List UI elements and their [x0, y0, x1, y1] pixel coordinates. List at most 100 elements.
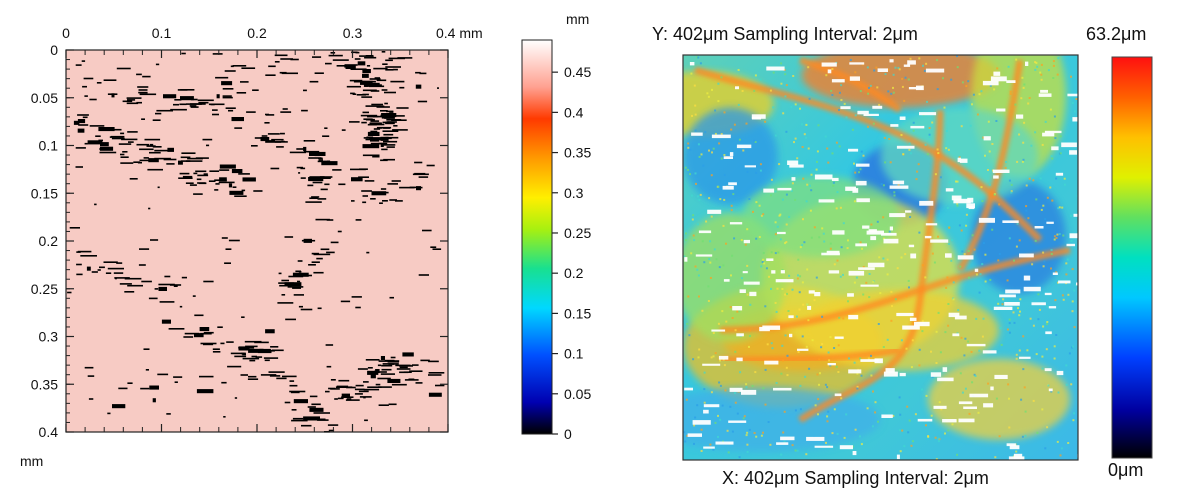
right-speckle	[903, 445, 906, 448]
right-dropout-mark	[889, 226, 893, 231]
right-speckle	[798, 308, 801, 311]
left-dropout-mark	[241, 316, 245, 318]
left-dropout-mark	[354, 393, 363, 395]
right-speckle	[790, 105, 793, 108]
right-speckle	[882, 346, 885, 348]
right-dropout-mark	[937, 377, 954, 382]
right-dropout-mark	[1072, 117, 1078, 122]
right-speckle	[685, 232, 687, 235]
right-speckle	[694, 129, 697, 132]
right-speckle	[806, 183, 809, 186]
right-speckle	[934, 436, 937, 439]
right-speckle	[890, 319, 893, 322]
right-dropout-mark	[994, 374, 1008, 379]
left-dropout-mark	[411, 364, 419, 366]
right-dropout-mark	[787, 160, 799, 165]
right-speckle	[1016, 160, 1019, 163]
right-speckle	[717, 435, 719, 438]
left-dropout-mark	[249, 359, 256, 362]
left-dropout-mark	[278, 272, 282, 275]
right-dropout-mark	[1038, 93, 1052, 97]
right-dropout-mark	[930, 372, 942, 377]
right-speckle	[869, 84, 872, 87]
right-speckle	[956, 453, 959, 456]
left-dropout-mark	[378, 404, 389, 406]
right-speckle	[836, 191, 839, 194]
left-dropout-mark	[119, 283, 132, 285]
left-dropout-mark	[114, 277, 117, 280]
left-dropout-mark	[166, 413, 171, 415]
right-speckle	[729, 405, 732, 408]
left-dropout-mark	[137, 86, 149, 88]
right-speckle	[957, 309, 960, 312]
left-dropout-mark	[264, 122, 270, 124]
left-dropout-mark	[386, 119, 402, 121]
right-speckle	[948, 226, 951, 229]
left-dropout-mark	[173, 376, 183, 378]
right-speckle	[832, 184, 835, 187]
left-dropout-mark	[75, 147, 86, 149]
right-speckle	[1043, 260, 1046, 263]
left-dropout-mark	[373, 67, 388, 70]
left-dropout-mark	[418, 274, 429, 276]
left-dropout-mark	[358, 390, 369, 393]
left-dropout-mark	[178, 160, 183, 165]
left-dropout-mark	[351, 296, 362, 298]
right-speckle	[922, 64, 924, 67]
left-dropout-mark	[98, 127, 115, 132]
right-speckle	[899, 450, 902, 453]
right-speckle	[982, 242, 985, 245]
left-dropout-mark	[76, 273, 83, 276]
right-speckle	[745, 386, 748, 389]
right-speckle	[1013, 321, 1016, 324]
right-dropout-mark	[892, 180, 905, 185]
left-dropout-mark	[248, 348, 264, 353]
left-dropout-mark	[114, 277, 130, 279]
left-dropout-mark	[365, 55, 373, 57]
left-dropout-mark	[362, 73, 369, 78]
left-dropout-mark	[120, 162, 134, 164]
left-dropout-mark	[107, 267, 124, 270]
left-dropout-mark	[185, 182, 194, 184]
right-speckle	[790, 189, 793, 192]
right-speckle	[720, 157, 723, 160]
right-dropout-mark	[845, 186, 856, 191]
right-speckle	[1053, 357, 1056, 360]
left-dropout-mark	[380, 114, 385, 117]
right-speckle	[860, 374, 863, 377]
left-dropout-mark	[402, 352, 414, 357]
right-speckle	[772, 71, 775, 74]
right-speckle	[706, 92, 709, 95]
left-dropout-mark	[253, 190, 263, 192]
left-dropout-mark	[311, 196, 320, 198]
right-dropout-mark	[749, 291, 757, 297]
left-dropout-mark	[289, 151, 306, 154]
right-speckle	[775, 310, 778, 313]
left-colorbar-tick-label: 0	[564, 426, 572, 442]
left-dropout-mark	[166, 163, 175, 165]
right-dropout-mark	[983, 403, 994, 408]
right-speckle	[818, 383, 820, 386]
right-speckle	[732, 193, 735, 196]
right-speckle	[999, 327, 1002, 330]
right-dropout-mark	[867, 262, 885, 268]
left-dropout-mark	[141, 280, 152, 283]
right-speckle	[847, 239, 849, 242]
right-speckle	[984, 280, 987, 283]
right-speckle	[956, 66, 959, 69]
right-speckle	[770, 178, 773, 181]
right-speckle	[1028, 177, 1031, 180]
right-dropout-mark	[925, 68, 945, 73]
right-speckle	[788, 215, 791, 218]
left-dropout-mark	[260, 137, 270, 142]
left-dropout-mark	[350, 168, 366, 171]
right-speckle	[801, 335, 804, 338]
right-speckle	[749, 303, 752, 306]
right-dropout-mark	[942, 367, 948, 372]
left-dropout-mark	[395, 200, 403, 202]
right-speckle	[746, 228, 749, 231]
left-dropout-mark	[194, 333, 204, 338]
right-speckle	[1070, 240, 1073, 242]
left-dropout-mark	[95, 135, 101, 137]
right-dropout-mark	[990, 76, 1007, 82]
